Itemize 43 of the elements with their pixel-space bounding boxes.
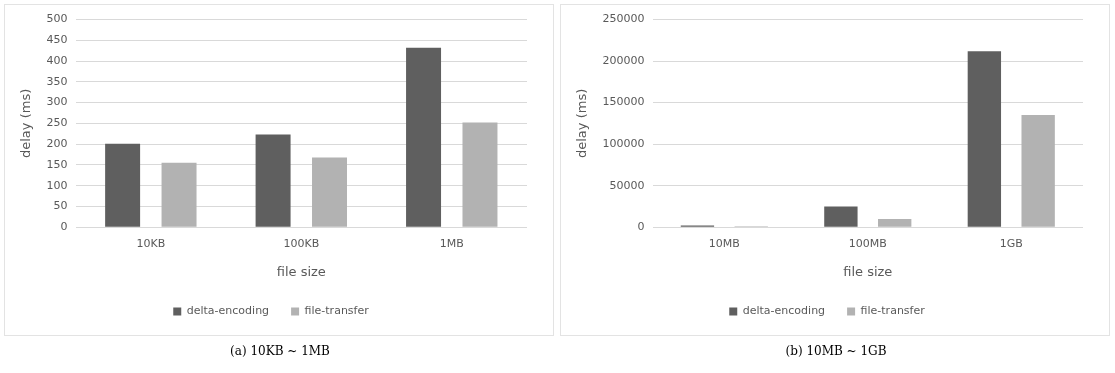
y-tick-label: 450 <box>46 33 68 47</box>
bar <box>1021 115 1055 227</box>
y-tick-label: 400 <box>46 53 68 67</box>
x-tick-label: 100MB <box>848 236 887 250</box>
bar <box>312 157 347 227</box>
x-tick-label: 1MB <box>439 236 464 250</box>
y-tick-label: 150000 <box>602 95 645 109</box>
text: (b) 10MB ~ 1GB <box>784 344 888 358</box>
y-tick-label: 300 <box>46 95 68 109</box>
y-axis-title: delay (ms) <box>574 88 590 159</box>
y-tick-label: 100 <box>46 178 68 192</box>
y-tick-label: 200 <box>46 137 68 151</box>
y-tick-label: 50 <box>53 199 68 213</box>
y-axis-title: delay (ms) <box>18 88 34 159</box>
bar <box>462 122 498 227</box>
x-tick-label: 10MB <box>708 236 740 250</box>
bar <box>161 162 197 227</box>
y-tick-label: 500 <box>46 12 68 26</box>
bar <box>967 51 1002 227</box>
legend-label: delta-encoding <box>742 304 826 318</box>
bar <box>255 134 291 227</box>
y-tick-label: 0 <box>637 220 645 234</box>
y-tick-label: 150 <box>46 157 68 171</box>
x-tick-label: 1GB <box>999 236 1023 250</box>
x-tick-label: 100KB <box>283 236 320 250</box>
bar <box>824 206 858 227</box>
x-tick-label: 10KB <box>136 236 166 250</box>
y-tick-label: 0 <box>60 220 68 234</box>
y-tick-label: 100000 <box>602 137 645 151</box>
text: (a) 10KB ~ 1MB <box>229 344 331 358</box>
bar <box>406 47 442 227</box>
bar <box>878 218 912 227</box>
bar <box>105 143 141 227</box>
x-axis-title: file size <box>276 263 326 279</box>
legend-label: file-transfer <box>860 304 926 318</box>
legend-label: delta-encoding <box>186 304 270 318</box>
y-tick-label: 250000 <box>602 12 645 26</box>
y-tick-label: 200000 <box>602 53 645 67</box>
y-tick-label: 350 <box>46 74 68 88</box>
legend-label: file-transfer <box>304 304 370 318</box>
y-tick-label: 50000 <box>609 178 645 192</box>
y-tick-label: 250 <box>46 116 68 130</box>
x-axis-title: file size <box>843 263 893 279</box>
